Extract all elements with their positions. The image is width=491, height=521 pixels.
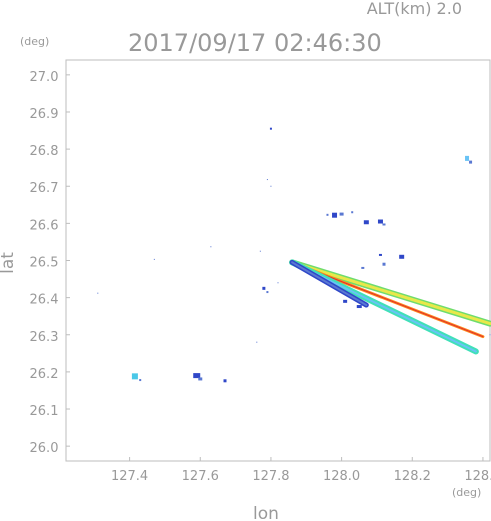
x-tick-label: 128.2 xyxy=(394,469,431,484)
echo-marks xyxy=(97,127,491,383)
echo-point xyxy=(269,127,272,130)
axis-ticks: 26.0 26.1 26.2 26.3 26.4 26.5 26.6 26.7 26.8 26.9… xyxy=(30,70,491,484)
y-tick-label: 26.8 xyxy=(30,144,59,159)
echo-point xyxy=(469,160,473,164)
echo-point xyxy=(343,299,348,303)
y-tick-label: 26.6 xyxy=(30,218,59,233)
echo-point xyxy=(266,291,269,294)
x-tick-label: 127.6 xyxy=(182,469,219,484)
echo-point xyxy=(270,185,272,187)
echo-point xyxy=(339,212,344,216)
y-tick-label: 27.0 xyxy=(30,70,59,85)
y-unit-label: (deg) xyxy=(20,35,49,48)
echo-point xyxy=(193,373,201,379)
y-tick-label: 26.5 xyxy=(30,256,59,271)
echo-point xyxy=(361,266,365,269)
y-tick-label: 26.4 xyxy=(30,293,59,308)
timestamp-title: 2017/09/17 02:46:30 xyxy=(128,29,382,57)
echo-point xyxy=(277,282,279,284)
echo-point xyxy=(262,286,266,290)
x-unit-label: (deg) xyxy=(452,486,481,499)
y-tick-label: 26.2 xyxy=(30,367,59,382)
altitude-label: ALT(km) 2.0 xyxy=(367,0,462,18)
y-axis-label: lat xyxy=(0,252,18,274)
x-axis-label: lon xyxy=(253,504,279,521)
y-tick-label: 26.7 xyxy=(30,181,59,196)
echo-point xyxy=(326,213,329,216)
echo-point xyxy=(399,254,405,259)
echo-point xyxy=(259,250,261,252)
y-tick-label: 26.0 xyxy=(30,441,59,456)
x-tick-label: 128.0 xyxy=(323,469,360,484)
echo-point xyxy=(210,246,212,248)
echo-point xyxy=(266,179,268,181)
echo-point xyxy=(465,155,470,161)
echo-point xyxy=(356,305,362,309)
echo-streak-base xyxy=(291,261,368,307)
echo-point xyxy=(139,379,142,382)
echo-point xyxy=(153,258,155,260)
echo-point xyxy=(97,292,99,294)
echo-point xyxy=(198,377,203,381)
echo-point xyxy=(131,373,138,380)
echo-point xyxy=(377,219,383,224)
y-tick-label: 26.9 xyxy=(30,107,59,122)
echo-point xyxy=(382,262,386,266)
x-tick-label: 127.4 xyxy=(111,469,148,484)
echo-point xyxy=(489,334,491,336)
echo-point xyxy=(378,253,382,256)
echo-point xyxy=(363,220,369,225)
y-tick-label: 26.3 xyxy=(30,330,59,345)
plot-frame xyxy=(65,59,491,462)
y-tick-label: 26.1 xyxy=(30,404,59,419)
echo-point xyxy=(332,212,338,218)
echo-streak-upper xyxy=(290,260,491,326)
echo-point xyxy=(382,223,386,226)
echo-point xyxy=(256,341,258,343)
x-tick-label: 127.8 xyxy=(252,469,289,484)
x-tick-label: 128.4 xyxy=(464,469,491,484)
echo-point xyxy=(351,211,354,214)
echo-point xyxy=(223,379,227,383)
